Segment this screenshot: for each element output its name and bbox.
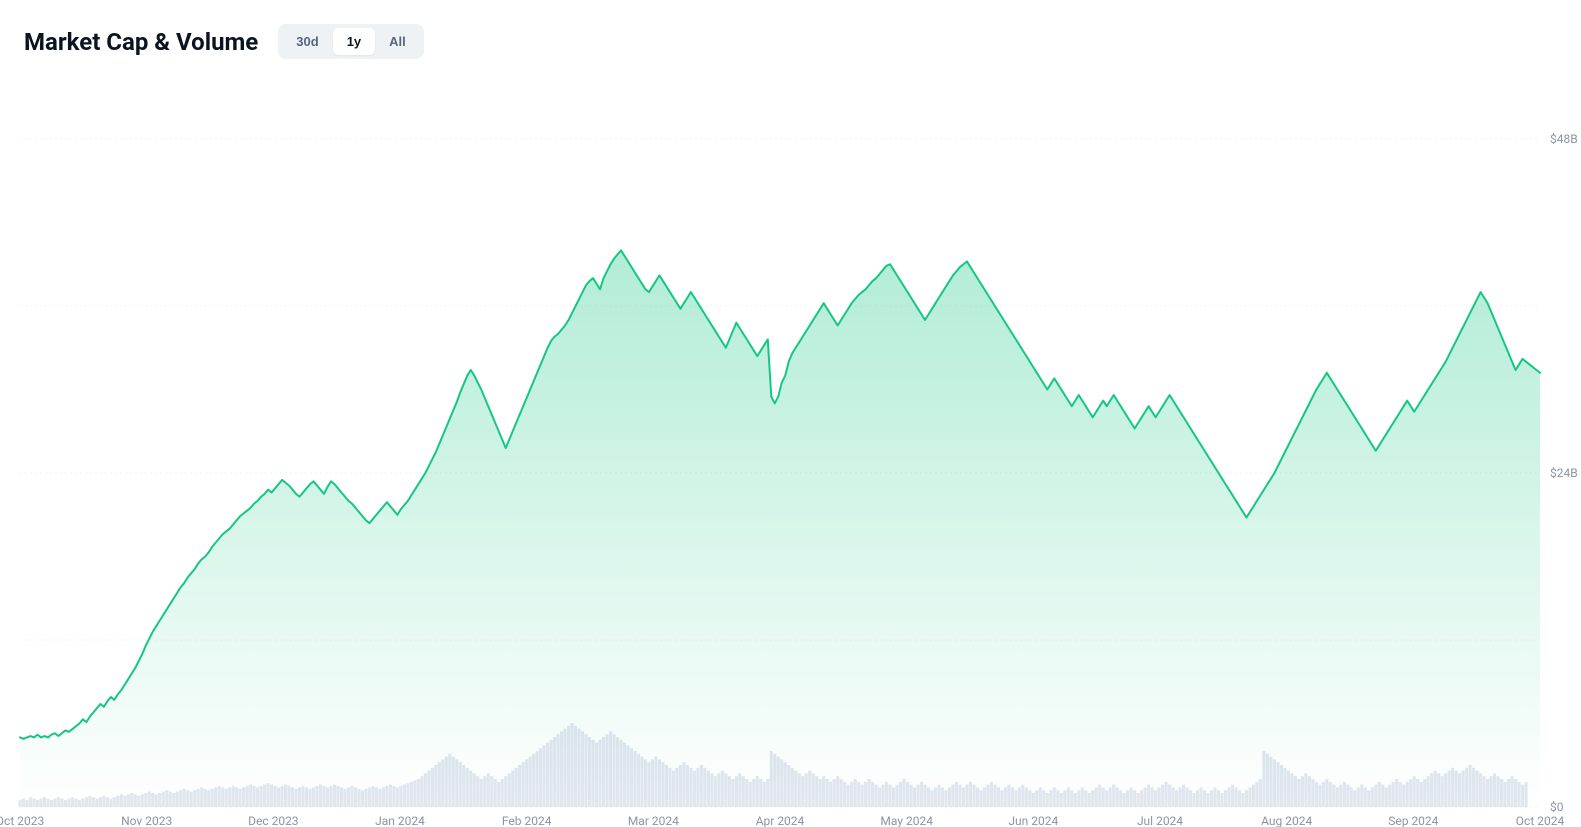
x-axis-label: Nov 2023: [121, 814, 172, 827]
x-axis-label: Jan 2024: [375, 814, 425, 827]
chart-container: $0$24B$48BOct 2023Nov 2023Dec 2023Jan 20…: [0, 67, 1581, 807]
market-cap-volume-chart: $0$24B$48BOct 2023Nov 2023Dec 2023Jan 20…: [0, 67, 1581, 827]
x-axis-label: Feb 2024: [502, 814, 552, 827]
range-all-button[interactable]: All: [375, 28, 420, 55]
y-axis-label: $24B: [1550, 466, 1578, 480]
x-axis-label: Mar 2024: [628, 814, 679, 827]
x-axis-label: Sep 2024: [1388, 814, 1438, 827]
x-axis-label: Oct 2023: [0, 814, 44, 827]
range-30d-button[interactable]: 30d: [282, 28, 332, 55]
x-axis-label: Apr 2024: [756, 814, 805, 827]
y-axis-label: $48B: [1550, 132, 1578, 146]
x-axis-label: Aug 2024: [1261, 814, 1312, 827]
x-axis-label: Jun 2024: [1008, 814, 1058, 827]
x-axis-label: Jul 2024: [1137, 814, 1183, 827]
x-axis-label: May 2024: [880, 814, 933, 827]
market-cap-area: [20, 250, 1540, 807]
x-axis-label: Dec 2023: [248, 814, 298, 827]
chart-title: Market Cap & Volume: [24, 28, 258, 56]
range-toggle: 30d 1y All: [278, 24, 424, 59]
range-1y-button[interactable]: 1y: [333, 28, 375, 55]
x-axis-label: Oct 2024: [1516, 814, 1565, 827]
chart-header: Market Cap & Volume 30d 1y All: [0, 0, 1581, 67]
